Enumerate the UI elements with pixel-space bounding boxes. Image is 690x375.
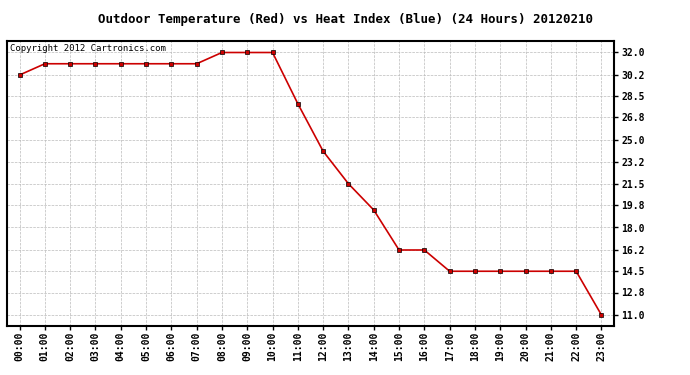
Text: Outdoor Temperature (Red) vs Heat Index (Blue) (24 Hours) 20120210: Outdoor Temperature (Red) vs Heat Index … bbox=[97, 13, 593, 26]
Text: Copyright 2012 Cartronics.com: Copyright 2012 Cartronics.com bbox=[10, 44, 166, 53]
